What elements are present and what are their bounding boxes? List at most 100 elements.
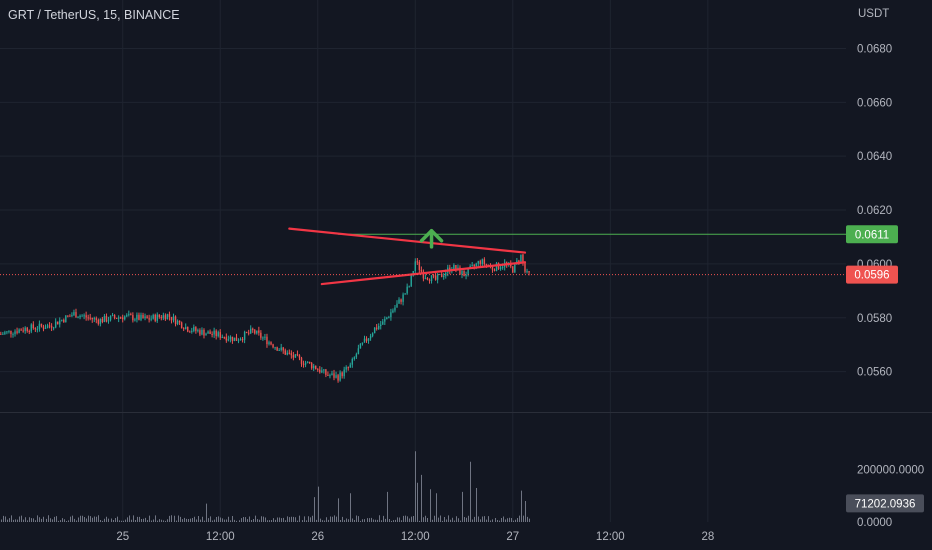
- candle-body: [195, 327, 197, 331]
- candle-body: [237, 340, 240, 342]
- candle-body: [128, 314, 130, 316]
- candle-body: [522, 254, 524, 264]
- candle-body: [223, 336, 226, 338]
- candle-body: [152, 314, 154, 319]
- time-tick-label: 27: [506, 531, 519, 543]
- candle-body: [124, 316, 126, 320]
- candle-body: [67, 315, 69, 317]
- candle-body: [201, 329, 203, 335]
- candle-body: [75, 312, 77, 318]
- candle-body: [20, 329, 22, 331]
- candle-body: [99, 318, 102, 324]
- candle-body: [10, 330, 12, 335]
- candle-body: [414, 261, 416, 272]
- candle-body: [268, 342, 270, 345]
- candle-body: [245, 331, 248, 333]
- candle-body: [56, 321, 59, 325]
- candle-body: [317, 369, 319, 371]
- candle-body: [136, 314, 138, 320]
- currency-label: USDT: [858, 8, 890, 20]
- candle-body: [203, 329, 205, 336]
- candle-body: [0, 333, 2, 335]
- candle-body: [209, 331, 211, 335]
- candle-body: [85, 315, 87, 318]
- candle-body: [483, 259, 486, 265]
- candle-body: [48, 325, 51, 327]
- candle-body: [182, 328, 185, 330]
- candle-body: [258, 330, 260, 333]
- candle-body: [140, 314, 142, 320]
- candle-body: [225, 337, 228, 341]
- candle-body: [436, 274, 439, 280]
- time-tick-label: 28: [701, 531, 714, 543]
- candle-body: [518, 260, 520, 262]
- candle-body: [438, 274, 441, 276]
- candle-body: [475, 263, 477, 267]
- axes: 0.06800.06600.06400.06200.06000.05800.05…: [116, 43, 924, 543]
- drawings[interactable]: [0, 227, 846, 286]
- candle-body: [154, 314, 156, 321]
- candle-body: [256, 330, 258, 334]
- candle-body: [351, 358, 354, 365]
- candle-body: [477, 261, 479, 264]
- candle-body: [168, 314, 171, 317]
- candle-body: [113, 315, 116, 318]
- candle-body: [59, 320, 61, 325]
- candle-body: [40, 323, 43, 327]
- candle-body: [93, 318, 95, 320]
- candle-body: [371, 333, 374, 336]
- candle-body: [286, 352, 288, 355]
- candle-body: [262, 337, 264, 339]
- candle-body: [465, 274, 467, 277]
- candle-body: [445, 272, 447, 276]
- candle-body: [426, 277, 429, 280]
- candle-body: [310, 363, 313, 369]
- candle-body: [386, 317, 388, 320]
- candle-body: [396, 303, 398, 308]
- symbol-title[interactable]: GRT / TetherUS, 15, BINANCE: [8, 8, 180, 22]
- candle-body: [138, 314, 140, 320]
- price-tick-label: 0.0580: [857, 313, 892, 325]
- candle-body: [398, 299, 400, 304]
- candle-body: [325, 369, 327, 375]
- candle-body: [392, 310, 394, 313]
- candle-body: [16, 331, 18, 333]
- candle-body: [122, 317, 124, 320]
- candle-body: [410, 275, 412, 287]
- candle-body: [241, 339, 244, 341]
- candle-body: [239, 339, 242, 341]
- candle-body: [428, 279, 431, 282]
- candle-body: [184, 326, 187, 330]
- candle-body: [402, 294, 404, 302]
- candle-body: [134, 319, 136, 321]
- candle-body: [4, 332, 6, 334]
- candle-body: [526, 271, 528, 273]
- triangle-lower-trendline: [320, 261, 527, 286]
- candle-body: [30, 324, 32, 332]
- candle-body: [107, 320, 110, 322]
- candle-body: [375, 327, 378, 329]
- time-tick-label: 12:00: [596, 531, 625, 543]
- candle-body: [109, 315, 112, 321]
- candle-body: [150, 318, 152, 320]
- volume-tick-label: 200000.0000: [857, 465, 924, 477]
- candle-body: [408, 286, 410, 288]
- candle-body: [382, 321, 384, 325]
- candle-body: [264, 336, 266, 338]
- candle-body: [524, 263, 526, 272]
- candle-body: [361, 342, 364, 344]
- candle-body: [24, 327, 26, 331]
- candle-body: [178, 320, 181, 323]
- candle-body: [26, 327, 28, 332]
- candle-body: [304, 362, 307, 365]
- candle-body: [254, 329, 256, 334]
- candle-body: [512, 266, 514, 273]
- candle-body: [197, 330, 199, 332]
- candle-body: [400, 299, 402, 302]
- candle-body: [491, 266, 494, 270]
- candle-body: [180, 322, 183, 329]
- candle-body: [97, 319, 100, 324]
- candle-body: [485, 264, 488, 266]
- candle-body: [333, 373, 335, 378]
